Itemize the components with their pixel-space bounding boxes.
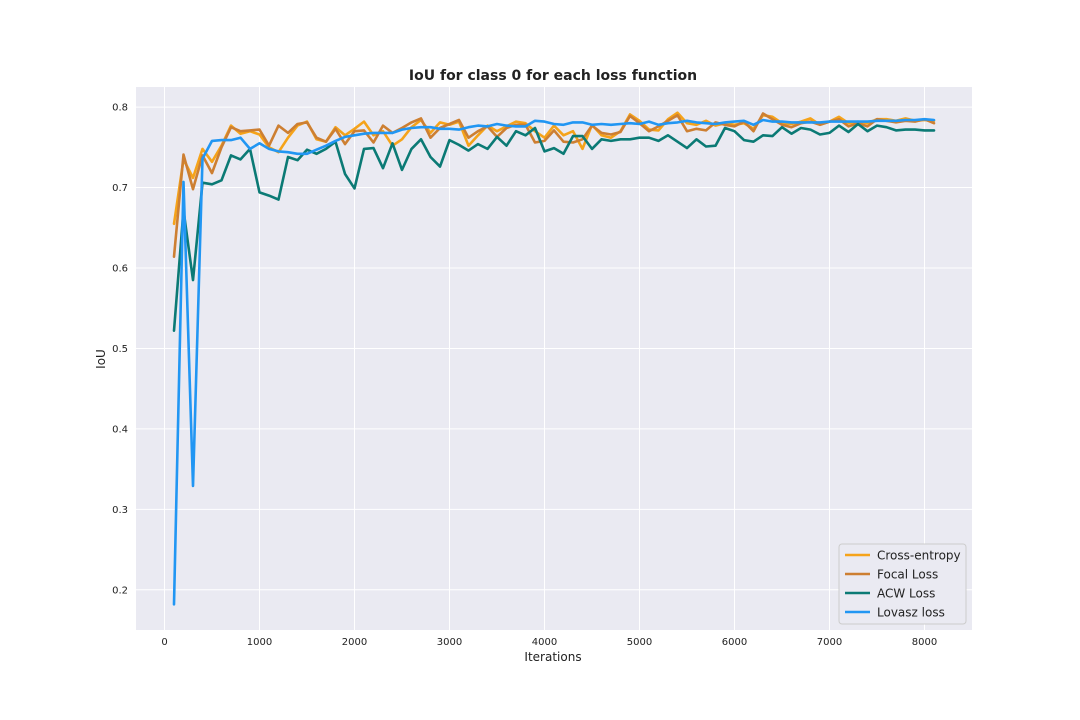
- series-lines: [172, 111, 936, 606]
- x-tick-label: 8000: [912, 637, 937, 648]
- grid-lines: [136, 87, 972, 630]
- y-tick-label: 0.8: [112, 103, 128, 114]
- legend-label: ACW Loss: [877, 587, 935, 601]
- legend: Cross-entropy Focal Loss ACW Loss Lovasz lo…: [838, 543, 967, 625]
- x-axis-label: Iterations: [524, 650, 581, 664]
- y-tick-label: 0.4: [112, 424, 128, 435]
- y-tick-label: 0.5: [112, 344, 128, 355]
- x-tick-label: 2000: [342, 637, 367, 648]
- y-tick-label: 0.6: [112, 264, 128, 275]
- y-axis-label: IoU: [94, 349, 108, 369]
- legend-label: Lovasz loss: [877, 606, 945, 620]
- y-tick-labels: 0.2 0.3 0.4 0.5 0.6 0.7 0.8: [112, 103, 128, 597]
- series-line-4: [172, 117, 936, 606]
- plot-background: [136, 87, 972, 630]
- x-tick-label: 0: [161, 637, 167, 648]
- x-tick-label: 3000: [437, 637, 462, 648]
- x-tick-label: 6000: [722, 637, 747, 648]
- y-tick-label: 0.2: [112, 585, 128, 596]
- x-tick-label: 1000: [247, 637, 272, 648]
- x-tick-labels: 0 1000 2000 3000 4000 5000 6000 7000 8000: [161, 637, 937, 648]
- x-tick-label: 5000: [627, 637, 652, 648]
- y-tick-label: 0.7: [112, 183, 128, 194]
- legend-label: Cross-entropy: [877, 549, 961, 563]
- legend-label: Focal Loss: [877, 568, 938, 582]
- legend-box: [838, 543, 967, 625]
- chart-title: IoU for class 0 for each loss function: [409, 68, 697, 84]
- y-tick-label: 0.3: [112, 505, 128, 516]
- x-tick-label: 7000: [817, 637, 842, 648]
- series-line-3: [172, 122, 936, 333]
- x-tick-label: 4000: [532, 637, 557, 648]
